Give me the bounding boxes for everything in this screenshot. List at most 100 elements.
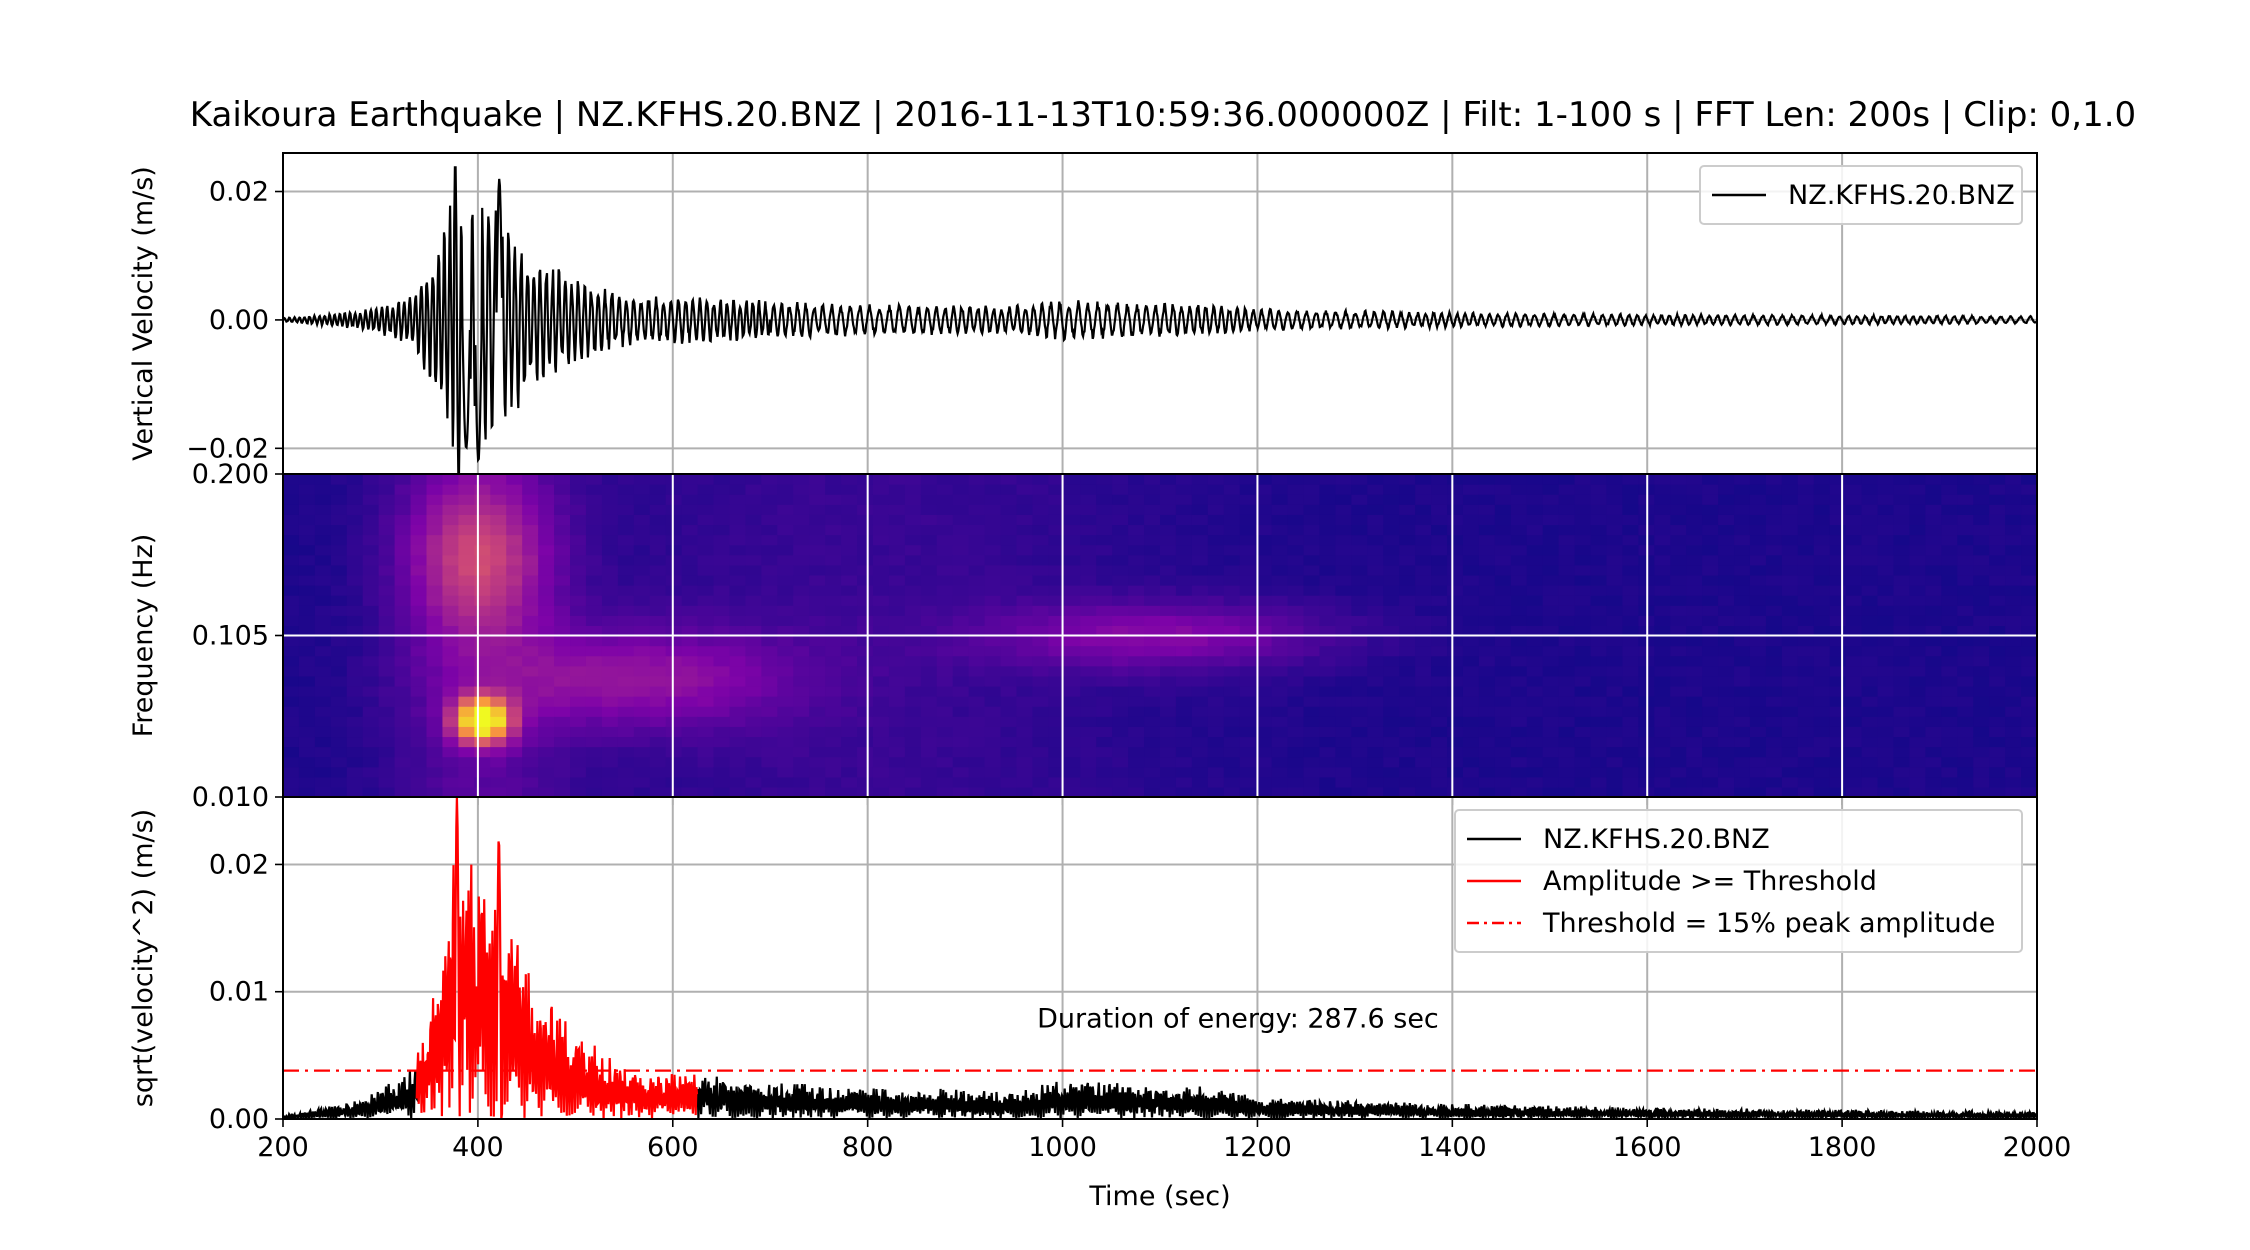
spectrogram-cell xyxy=(1622,675,1639,687)
spectrogram-cell xyxy=(1781,675,1799,687)
spectrogram-cell xyxy=(522,665,539,677)
spectrogram-cell xyxy=(1415,615,1432,626)
spectrogram-cell xyxy=(1590,595,1608,606)
spectrogram-cell xyxy=(1160,514,1177,526)
spectrogram-cell xyxy=(1542,534,1560,546)
spectrogram-cell xyxy=(1207,766,1225,778)
spectrogram-cell xyxy=(777,746,794,758)
spectrogram-cell xyxy=(1144,615,1161,626)
spectrogram-cell xyxy=(1925,494,1942,505)
spectrogram-cell xyxy=(410,504,428,515)
spectrogram-cell xyxy=(1064,716,1081,727)
spectrogram-cell xyxy=(1829,736,1847,748)
spectrogram-cell xyxy=(1702,524,1719,536)
spectrogram-cell xyxy=(888,595,906,606)
spectrogram-cell xyxy=(1494,645,1512,657)
spectrogram-cell xyxy=(314,696,332,707)
spectrogram-cell xyxy=(1893,625,1911,637)
x-tick-label: 400 xyxy=(452,1132,504,1163)
spectrogram-cell xyxy=(1080,706,1097,717)
spectrogram-cell xyxy=(920,655,938,667)
spectrogram-cell xyxy=(1478,766,1496,778)
spectrogram-cell xyxy=(888,554,906,566)
spectrogram-cell xyxy=(330,766,348,778)
spectrogram-cell xyxy=(697,786,715,798)
spectrogram-cell xyxy=(1462,554,1480,566)
spectrogram-cell xyxy=(936,564,954,576)
spectrogram-cell xyxy=(872,726,890,738)
spectrogram-cell xyxy=(1335,696,1352,707)
spectrogram-cell xyxy=(1781,484,1799,495)
spectrogram-cell xyxy=(1080,786,1097,798)
spectrogram-cell xyxy=(681,746,699,758)
spectrogram-cell xyxy=(888,494,906,505)
spectrogram-cell xyxy=(952,756,970,768)
spectrogram-cell xyxy=(1893,776,1911,788)
spectrogram-cell xyxy=(442,756,459,768)
spectrogram-cell xyxy=(378,766,396,778)
spectrogram-cell xyxy=(1175,716,1193,727)
spectrogram-cell xyxy=(298,484,316,495)
spectrogram-cell xyxy=(1670,564,1687,576)
spectrogram-cell xyxy=(2005,716,2022,727)
spectrogram-cell xyxy=(1048,494,1065,505)
spectrogram-cell xyxy=(1542,655,1560,667)
spectrogram-cell xyxy=(1781,665,1799,677)
spectrogram-cell xyxy=(825,665,842,677)
spectrogram-cell xyxy=(1702,504,1719,515)
spectrogram-cell xyxy=(1542,524,1560,536)
spectrogram-cell xyxy=(1431,544,1448,556)
spectrogram-cell xyxy=(1447,706,1464,717)
spectrogram-cell xyxy=(1303,726,1321,738)
spectrogram-cell xyxy=(1877,585,1895,596)
spectrogram-cell xyxy=(1351,706,1368,717)
spectrogram-cell xyxy=(777,726,794,738)
spectrogram-cell xyxy=(617,564,635,576)
spectrogram-cell xyxy=(283,554,300,566)
spectrogram-cell xyxy=(1128,655,1145,667)
spectrogram-cell xyxy=(522,484,539,495)
spectrogram-cell xyxy=(1191,574,1209,586)
spectrogram-cell xyxy=(1415,716,1432,727)
spectrogram-cell xyxy=(1845,605,1863,616)
spectrogram-cell xyxy=(872,756,890,768)
spectrogram-cell xyxy=(426,706,444,717)
spectrogram-cell xyxy=(378,524,396,536)
spectrogram-cell xyxy=(1144,655,1161,667)
spectrogram-cell xyxy=(1431,605,1448,616)
spectrogram-cell xyxy=(554,635,571,647)
spectrogram-cell xyxy=(745,675,762,687)
spectrogram-cell xyxy=(330,605,348,616)
spectrogram-cell xyxy=(490,564,507,576)
spectrogram-cell xyxy=(1749,675,1767,687)
spectrogram-cell xyxy=(729,756,747,768)
spectrogram-cell xyxy=(1207,494,1225,505)
spectrogram-cell xyxy=(1957,756,1974,768)
spectrogram-cell xyxy=(1255,756,1273,768)
spectrogram-cell xyxy=(442,675,459,687)
x-tick-label: 800 xyxy=(842,1132,894,1163)
spectrogram-cell xyxy=(1048,574,1065,586)
spectrogram-cell xyxy=(1845,635,1863,647)
spectrogram-cell xyxy=(585,655,603,667)
spectrogram-cell xyxy=(1415,524,1432,536)
spectrogram-cell xyxy=(1510,696,1528,707)
spectrogram-cell xyxy=(1351,776,1368,788)
spectrogram-cell xyxy=(1191,524,1209,536)
spectrogram-cell xyxy=(857,776,874,788)
spectrogram-cell xyxy=(1861,665,1879,677)
spectrogram-cell xyxy=(1893,746,1911,758)
spectrogram-cell xyxy=(1144,645,1161,657)
spectrogram-cell xyxy=(1670,494,1687,505)
spectrogram-cell xyxy=(1845,544,1863,556)
spectrogram-cell xyxy=(522,685,539,697)
spectrogram-cell xyxy=(1223,534,1241,546)
spectrogram-cell xyxy=(1861,786,1879,798)
spectrogram-cell xyxy=(1877,595,1895,606)
spectrogram-cell xyxy=(649,585,667,596)
spectrogram-cell xyxy=(1175,685,1193,697)
spectrogram-cell xyxy=(538,746,555,758)
spectrogram-cell xyxy=(1351,625,1368,637)
spectrogram-cell xyxy=(1670,554,1687,566)
spectrogram-cell xyxy=(1765,746,1783,758)
